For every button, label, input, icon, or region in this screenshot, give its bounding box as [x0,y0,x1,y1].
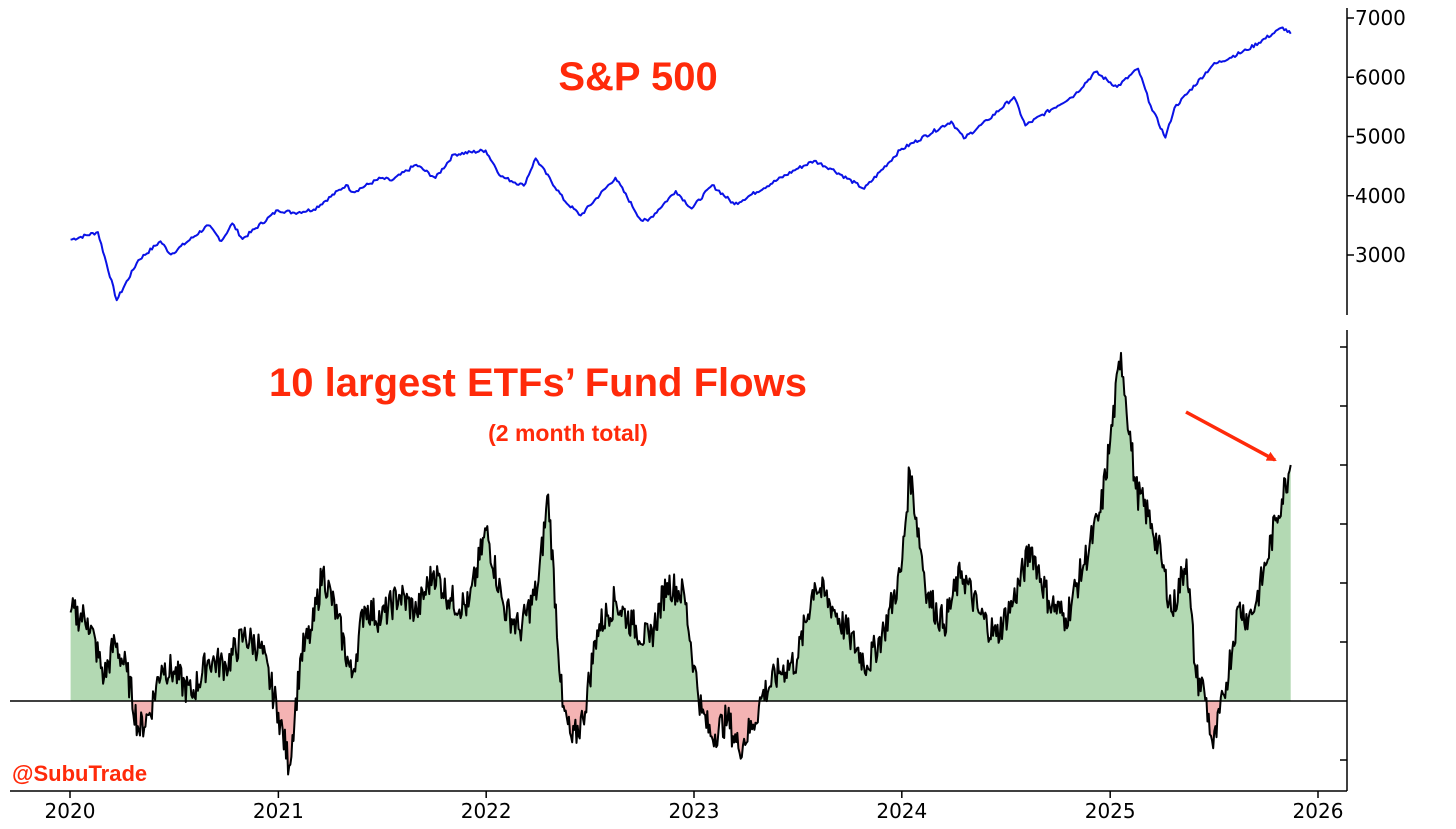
sp500-line [70,26,1292,302]
x-tick-label: 2025 [1085,799,1136,823]
sp500-title: S&P 500 [558,55,717,99]
flows-y-ticks [1340,346,1347,761]
flows-subtitle: (2 month total) [488,420,648,446]
sp500-y-tick-label: 6000 [1355,65,1406,89]
sp500-y-tick-label: 5000 [1355,125,1406,149]
sp500-y-tick-label: 7000 [1355,6,1406,30]
flows-title: 10 largest ETFs’ Fund Flows [269,361,807,405]
sp500-y-tick-label: 4000 [1355,184,1406,208]
flows-positive-fill [70,352,1291,701]
sp500-panel: S&P 500 3000 4000 5000 6000 7000 [70,6,1406,315]
x-tick-label: 2021 [253,799,304,823]
flows-panel: 2020 2021 2022 2023 2024 2025 2026 10 largest … [10,330,1348,823]
x-tick-label: 2026 [1293,799,1344,823]
watermark-text: @SubuTrade [12,761,147,786]
x-tick-label: 2024 [876,799,927,823]
sp500-y-ticks: 3000 4000 5000 6000 7000 [1347,6,1406,267]
x-tick-label: 2023 [669,799,720,823]
flows-x-ticks: 2020 2021 2022 2023 2024 2025 2026 [45,791,1344,823]
x-tick-label: 2020 [45,799,96,823]
annotation-arrow [1185,410,1277,462]
x-tick-label: 2022 [461,799,512,823]
sp500-y-tick-label: 3000 [1355,243,1406,267]
flows-line [69,351,1292,776]
